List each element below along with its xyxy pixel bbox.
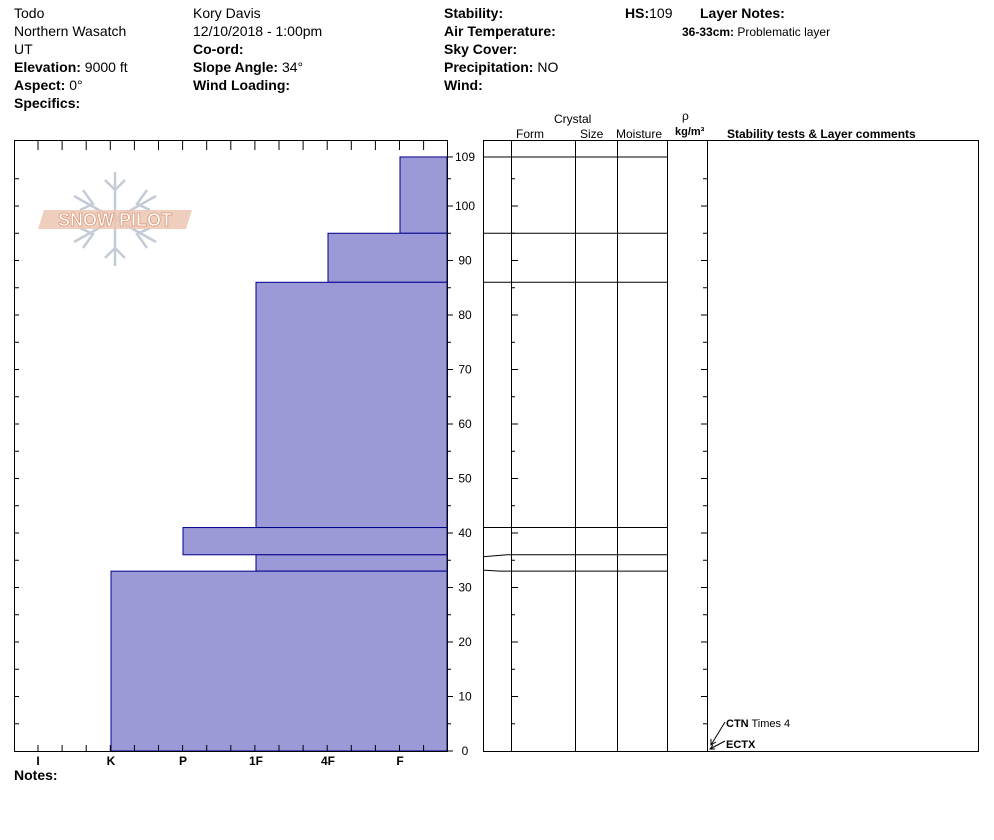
ctn-code: CTN [726,718,749,730]
aspect-label: Aspect: [14,77,66,93]
observer-name: Kory Davis [193,5,261,21]
aspect: Aspect: 0° [14,77,83,93]
rho-header: ρ [682,109,689,123]
air-temp-label: Air Temperature: [444,23,556,39]
elevation-value: 9000 ft [84,59,128,75]
height-label-70: 70 [458,363,472,377]
hs-label: HS: [625,5,650,21]
ctn-arrowhead [710,739,717,746]
hardness-label-F: F [396,754,403,768]
state-name: UT [14,41,33,57]
hardness-layer-5 [110,570,448,752]
height-label-90: 90 [458,254,472,268]
hardness-label-P: P [179,754,187,768]
height-label-60: 60 [458,417,472,431]
stability-test-ctn: CTN Times 4 [726,716,790,732]
specifics-label: Specifics: [14,95,81,111]
ectx-arrowhead [709,744,715,750]
elevation-label: Elevation: [14,59,81,75]
logo-text: SNOW PILOT [58,210,172,230]
hardness-axis-labels: I K P 1F 4F F [36,754,403,768]
slope-value: 34° [281,59,304,75]
coord-label: Co-ord: [193,41,244,57]
height-label-50: 50 [458,472,472,486]
aspect-value: 0° [69,77,83,93]
density-unit-header: kg/m³ [675,126,705,138]
stability-test-arrows [709,721,726,750]
observation-datetime: 12/10/2018 - 1:00pm [193,23,323,39]
slope-angle: Slope Angle: 34° [193,59,303,75]
snow-height: HS:109 [625,5,672,21]
height-label-80: 80 [458,308,472,322]
layer-note-text: Problematic layer [737,25,831,39]
layer-notes-label: Layer Notes: [700,5,785,21]
hardness-layer-2 [255,281,448,529]
sky-cover-label: Sky Cover: [444,41,518,57]
height-label-0: 0 [462,744,469,758]
hardness-plot-frame [14,140,448,752]
boundary-connector-33 [482,569,501,572]
logo-band [38,210,192,229]
elevation: Elevation: 9000 ft [14,59,128,75]
height-label-100: 100 [455,199,475,213]
precip-value: NO [537,59,559,75]
stability-label: Stability: [444,5,504,21]
hardness-layer-4 [255,554,448,572]
boundary-connector-36 [482,554,508,558]
hardness-label-I: I [36,754,39,768]
hardness-label-1F: 1F [249,754,263,768]
slope-label: Slope Angle: [193,59,279,75]
height-label-20: 20 [458,635,472,649]
ctn-detail: Times 4 [751,718,791,730]
stability-tests-header: Stability tests & Layer comments [727,127,916,141]
hardness-plot-ticks [14,141,425,751]
ctn-arrow [710,721,726,746]
crystal-header: Crystal [554,112,592,126]
range-name: Northern Wasatch [14,23,127,39]
notes-label: Notes: [14,767,58,783]
layer-note: 36-33cm: Problematic layer [682,24,830,40]
form-header: Form [516,127,544,141]
hardness-layer-1 [327,232,448,283]
layer-note-range: 36-33cm: [682,25,735,39]
height-label-10: 10 [458,690,472,704]
hardness-layer-3 [182,527,448,556]
ectx-arrow [709,740,726,750]
stability-test-ectx: ECTX [726,739,756,751]
height-axis: 0 10 20 30 40 50 60 70 80 90 100 109 [447,150,475,758]
hardness-layer-0 [399,156,448,234]
precip-label: Precipitation: [444,59,534,75]
hardness-label-4F: 4F [321,754,335,768]
hardness-layers [110,156,448,752]
height-label-40: 40 [458,526,472,540]
crystal-table [482,140,979,752]
table-frame [483,140,979,752]
hs-value: 109 [649,5,673,21]
size-header: Size [580,127,604,141]
height-label-30: 30 [458,581,472,595]
layer-boundary-lines [482,156,667,572]
precipitation: Precipitation: NO [444,59,558,75]
moisture-header: Moisture [616,127,663,141]
table-depth-ticks [511,178,707,725]
height-label-109: 109 [455,150,475,164]
snowpilot-logo: SNOW PILOT [38,172,192,266]
hardness-label-K: K [107,754,116,768]
wind-label: Wind: [444,77,483,93]
location-name: Todo [14,5,45,21]
wind-loading-label: Wind Loading: [193,77,291,93]
